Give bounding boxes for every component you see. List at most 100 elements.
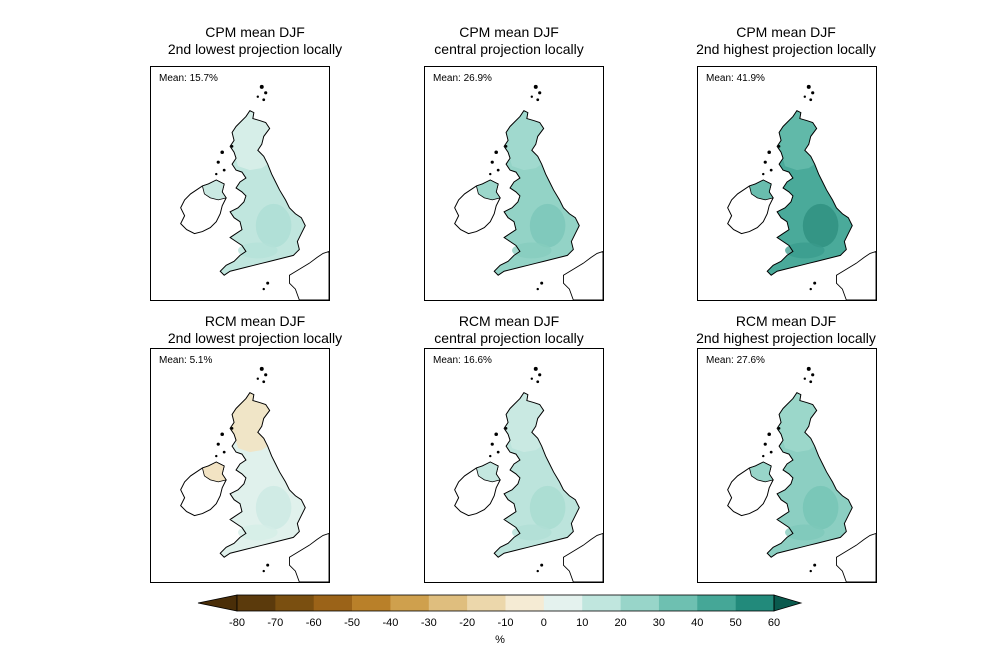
- colorbar-tick-label: 60: [768, 617, 780, 629]
- island-mark: [266, 281, 270, 285]
- island-mark: [496, 450, 500, 454]
- colorbar-segment: [390, 595, 430, 611]
- island-mark: [494, 150, 498, 155]
- island-mark: [803, 95, 806, 98]
- colorbar-segment: [697, 595, 736, 611]
- scotland-fill: [777, 392, 817, 453]
- england-central-patch: [255, 203, 292, 248]
- colorbar-high-arrow: [773, 594, 803, 612]
- northern-ireland-fill: [748, 461, 774, 483]
- island-mark: [222, 168, 226, 172]
- great-britain-outline: [766, 109, 853, 276]
- island-mark: [220, 150, 224, 155]
- map-svg: [180, 366, 329, 582]
- england-south-patch: [238, 242, 278, 259]
- great-britain-outline: [219, 391, 306, 558]
- island-mark: [222, 450, 226, 454]
- england-central-patch: [255, 485, 292, 530]
- england-central-patch: [802, 203, 839, 248]
- northern-ireland-fill: [748, 179, 774, 201]
- island-mark: [220, 432, 224, 437]
- colorbar-segment: [313, 595, 353, 611]
- island-mark: [813, 281, 817, 285]
- island-mark: [504, 427, 508, 430]
- colorbar-segment: [582, 595, 621, 611]
- island-mark: [230, 427, 234, 430]
- colorbar-tick-label: 20: [614, 617, 626, 629]
- great-britain-outline: [219, 109, 306, 276]
- colorbar-tick-label: -20: [459, 617, 475, 629]
- colorbar-tick-label: 0: [541, 617, 547, 629]
- island-mark: [762, 172, 765, 176]
- island-mark: [262, 569, 265, 573]
- island-mark: [538, 91, 542, 95]
- island-mark: [490, 160, 494, 164]
- island-mark: [813, 563, 817, 567]
- island-mark: [538, 373, 542, 377]
- colorbar-tick-label: -30: [421, 617, 437, 629]
- island-mark: [256, 377, 259, 380]
- map-svg: [727, 366, 876, 582]
- mean-label: Mean: 5.1%: [159, 355, 213, 366]
- france-coast: [288, 250, 329, 300]
- colorbar-tick-label: -80: [229, 617, 245, 629]
- island-mark: [490, 442, 494, 446]
- island-mark: [809, 98, 813, 102]
- england-south-patch: [785, 242, 825, 259]
- mean-label: Mean: 15.7%: [159, 73, 218, 84]
- island-mark: [536, 380, 540, 384]
- colorbar-segment: [543, 595, 583, 611]
- great-britain-outline: [493, 391, 580, 558]
- panel-title-cpm-high: CPM mean DJF 2nd highest projection local…: [696, 24, 876, 57]
- colorbar-segment: [620, 595, 660, 611]
- island-mark: [806, 366, 811, 371]
- panel-title-rcm-central: RCM mean DJF central projection locally: [434, 313, 584, 346]
- northern-ireland-fill: [201, 179, 227, 201]
- france-coast: [835, 250, 876, 300]
- mean-label: Mean: 16.6%: [433, 355, 492, 366]
- mean-label: Mean: 27.6%: [706, 355, 765, 366]
- colorbar-segment: [352, 595, 391, 611]
- map-panel: Mean: 26.9%: [424, 66, 604, 301]
- island-mark: [259, 366, 264, 371]
- northern-ireland-fill: [475, 461, 501, 483]
- northern-ireland-fill: [201, 461, 227, 483]
- great-britain-outline: [766, 391, 853, 558]
- panel-title-cpm-central: CPM mean DJF central projection locally: [434, 24, 584, 57]
- colorbar-segment: [275, 595, 315, 611]
- island-mark: [216, 442, 220, 446]
- island-mark: [533, 366, 538, 371]
- island-mark: [216, 160, 220, 164]
- colorbar-tick-label: -60: [306, 617, 322, 629]
- colorbar-tick-label: 10: [576, 617, 588, 629]
- island-mark: [536, 287, 539, 291]
- scotland-fill: [230, 392, 270, 453]
- northern-ireland-fill: [475, 179, 501, 201]
- island-mark: [230, 145, 234, 148]
- england-south-patch: [512, 242, 552, 259]
- island-mark: [496, 168, 500, 172]
- island-mark: [489, 454, 492, 458]
- island-mark: [530, 377, 533, 380]
- panel-title-cpm-low: CPM mean DJF 2nd lowest projection locall…: [167, 24, 343, 57]
- island-mark: [809, 380, 813, 384]
- colorbar-segment: [505, 595, 545, 611]
- island-mark: [809, 569, 812, 573]
- mean-label: Mean: 26.9%: [433, 73, 492, 84]
- scotland-fill: [230, 110, 270, 171]
- france-coast: [562, 250, 603, 300]
- island-mark: [767, 150, 771, 155]
- island-mark: [266, 563, 270, 567]
- island-mark: [777, 145, 781, 148]
- map-svg: [454, 366, 603, 582]
- france-coast: [562, 532, 603, 582]
- island-mark: [215, 454, 218, 458]
- great-britain-outline: [493, 109, 580, 276]
- island-mark: [811, 91, 815, 95]
- island-mark: [763, 442, 767, 446]
- map-svg: [727, 84, 876, 300]
- colorbar-low-arrow: [197, 594, 238, 612]
- island-mark: [262, 380, 266, 384]
- island-mark: [769, 168, 773, 172]
- map-panel: Mean: 41.9%: [697, 66, 877, 301]
